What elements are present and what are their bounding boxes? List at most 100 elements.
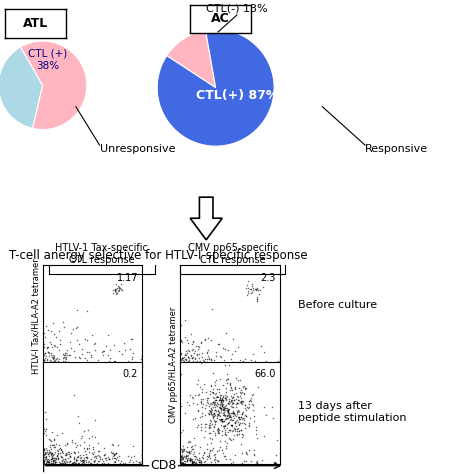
Point (209, 445, 217, 452)
Point (66, 457, 73, 465)
Point (210, 422, 218, 429)
Point (211, 406, 219, 414)
Point (205, 451, 212, 459)
Point (53, 354, 61, 361)
Point (67, 450, 74, 457)
Point (233, 430, 240, 438)
Point (238, 398, 246, 405)
Point (178, 458, 185, 465)
Point (83, 453, 91, 461)
Point (274, 362, 282, 369)
Point (224, 400, 231, 407)
Point (195, 421, 202, 428)
Point (240, 398, 247, 405)
Point (245, 284, 252, 292)
Point (110, 357, 118, 365)
Point (210, 410, 218, 418)
Point (218, 405, 225, 412)
Point (228, 386, 236, 394)
Point (220, 417, 228, 425)
Point (190, 459, 197, 466)
Point (214, 427, 222, 435)
Point (82, 450, 90, 457)
Point (177, 453, 184, 460)
Point (221, 452, 228, 460)
Point (126, 345, 134, 353)
Point (209, 370, 217, 377)
Point (69, 361, 77, 368)
Point (244, 404, 251, 411)
Point (250, 412, 258, 419)
Point (223, 411, 231, 419)
Point (50, 357, 58, 365)
Point (237, 399, 245, 406)
Point (59, 350, 67, 358)
Point (187, 456, 194, 463)
Point (55, 346, 63, 354)
Point (221, 437, 228, 445)
Point (224, 415, 231, 422)
Point (49, 455, 57, 462)
Point (220, 356, 228, 364)
Point (107, 448, 115, 456)
Point (221, 402, 228, 410)
Point (247, 457, 255, 465)
Point (227, 421, 235, 429)
Point (51, 355, 58, 362)
Point (40, 340, 47, 348)
Point (230, 396, 238, 403)
Point (242, 448, 250, 456)
Point (214, 340, 222, 348)
Point (63, 346, 71, 354)
Point (40, 459, 48, 467)
Point (184, 359, 191, 366)
Point (44, 360, 52, 368)
Point (73, 359, 80, 366)
Point (68, 459, 75, 467)
Point (210, 451, 218, 459)
Point (48, 449, 56, 456)
Point (206, 424, 214, 431)
Point (80, 456, 87, 464)
Point (216, 341, 223, 348)
Point (138, 435, 146, 442)
Point (233, 392, 241, 400)
Point (236, 413, 243, 421)
Point (178, 355, 186, 362)
Point (41, 333, 48, 341)
Point (47, 349, 55, 356)
Point (138, 451, 146, 458)
Point (193, 350, 201, 357)
Text: 2.3: 2.3 (260, 273, 276, 283)
Point (229, 417, 237, 424)
Point (83, 444, 91, 452)
Point (212, 396, 219, 404)
Point (219, 396, 227, 404)
Point (47, 455, 55, 462)
Point (68, 459, 75, 466)
Point (177, 452, 185, 460)
Point (138, 438, 146, 446)
Point (105, 456, 113, 463)
Point (98, 363, 106, 371)
Point (236, 388, 244, 396)
Point (219, 396, 227, 404)
Point (208, 439, 215, 447)
Point (200, 395, 207, 402)
Point (214, 457, 222, 465)
Point (219, 406, 227, 414)
Point (185, 353, 192, 361)
Point (201, 411, 209, 419)
Point (68, 363, 76, 371)
Point (180, 447, 187, 455)
Point (223, 424, 231, 432)
Point (209, 388, 217, 395)
Point (229, 335, 237, 343)
Point (53, 362, 60, 370)
Point (200, 358, 208, 365)
Point (57, 459, 64, 467)
Point (177, 321, 185, 328)
Point (235, 427, 243, 435)
Point (218, 392, 225, 399)
Point (61, 351, 68, 359)
